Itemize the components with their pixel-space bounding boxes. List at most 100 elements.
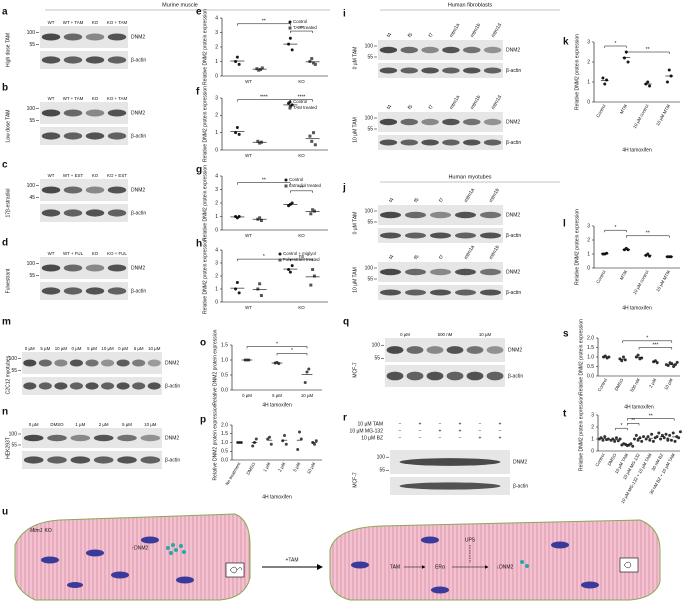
blot-strip (378, 40, 503, 60)
band-label: β-actin (131, 57, 146, 63)
lane-label: KO (92, 173, 99, 178)
blot-band (421, 139, 439, 146)
cell-label: HEK293T (5, 437, 11, 459)
data-point (256, 139, 260, 143)
band-label: DNM2 (165, 435, 179, 441)
data-point (305, 370, 309, 374)
x-tick-label: 10 µM control (632, 104, 650, 130)
mw-label: 100 (9, 431, 18, 437)
blot-band (63, 264, 83, 272)
y-tick-label: 2 (215, 44, 218, 50)
blot-band (483, 67, 502, 74)
data-point (269, 442, 273, 446)
blot-band (140, 456, 161, 464)
blot-band (421, 118, 439, 126)
lane-label: 5 µM (87, 346, 97, 351)
significance-label: * (615, 41, 617, 47)
data-point (614, 436, 618, 440)
condition-label: Fulvestrant (5, 268, 11, 293)
blot-band (430, 289, 451, 296)
mw-label: 55 (29, 118, 35, 124)
y-tick-label: 1.5 (221, 342, 228, 348)
blot-band (85, 186, 105, 194)
dnm2-label: ↑DNM2 (132, 545, 149, 551)
data-point (642, 435, 645, 439)
y-tick-label: 3 (587, 39, 590, 45)
blot-band (69, 382, 83, 390)
blot-band (446, 371, 464, 381)
y-tick-label: 2.0 (221, 422, 228, 428)
significance-bracket (246, 346, 308, 349)
x-tick-label: 10 µM MTM (655, 269, 671, 292)
y-tick-label: 0.5 (221, 449, 228, 455)
blot-band (116, 382, 130, 390)
y-tick-label: 1 (215, 59, 218, 65)
y-axis-label: Relative DNM2 protein expression (578, 395, 584, 471)
data-point (260, 66, 264, 70)
y-tick-label: 1 (591, 436, 594, 442)
y-tick-label: 3 (215, 95, 218, 101)
sign: − (399, 428, 402, 434)
data-point (655, 435, 659, 439)
sign: − (439, 421, 442, 427)
significance-bracket (237, 182, 291, 185)
significance-label: * (276, 341, 278, 347)
significance-bracket (622, 340, 673, 343)
x-tick-label: 1 µM (262, 461, 271, 472)
data-point (669, 438, 673, 442)
significance-bracket (626, 51, 670, 54)
data-point (234, 131, 238, 135)
blot-band (147, 359, 161, 367)
lane-label: KO + TAM (107, 20, 128, 25)
x-tick-label: 5 µM (292, 461, 301, 472)
sign: − (399, 421, 402, 427)
blot-band (85, 132, 105, 140)
y-tick-label: 2 (215, 273, 218, 279)
x-tick-label: DMSO (614, 377, 625, 391)
x-tick-label: MTM (619, 269, 628, 280)
blot-band (442, 46, 460, 54)
header: Human myotubes (448, 174, 491, 180)
significance-bracket (604, 229, 627, 233)
data-point (618, 437, 622, 441)
lane-label: 10 µM (479, 332, 492, 337)
data-point (668, 433, 672, 437)
header: Human fibroblasts (448, 2, 493, 8)
y-tick-label: 1.0 (221, 357, 228, 363)
x-tick-label: WT (245, 153, 252, 158)
band-label: β-actin (506, 233, 521, 239)
significance-bracket (626, 235, 670, 238)
data-point (255, 67, 259, 71)
sign: − (419, 435, 422, 441)
blot-band (379, 46, 398, 54)
lane-label: 5 µM (40, 346, 50, 351)
blot-band (41, 132, 61, 140)
panel-label: u (2, 507, 8, 518)
blot-strip (40, 257, 128, 279)
blot-band (140, 434, 161, 442)
blot-strip (385, 365, 505, 387)
y-tick-label: 0.5 (221, 372, 228, 378)
data-point (648, 438, 652, 442)
data-point (662, 436, 666, 440)
mw-label: 55 (367, 219, 373, 225)
x-axis-label: 4H tamoxifen (262, 402, 292, 408)
data-point (251, 444, 255, 448)
data-point (605, 251, 609, 255)
blot-band (379, 67, 398, 74)
nuclei (351, 536, 599, 594)
panel-label: k (563, 37, 569, 48)
legend-label: TAM treated (293, 25, 317, 30)
lane-label: f5 (413, 254, 420, 261)
lane-label: 0 µM (25, 346, 35, 351)
blot-band (54, 382, 68, 390)
row-label: 10 µM BZ (361, 435, 383, 441)
data-point (258, 141, 262, 145)
data-point (665, 80, 669, 84)
mw-label: 55 (374, 356, 380, 362)
y-axis-label: Relative DNM2 protein expression (202, 9, 208, 85)
blot-band (107, 56, 127, 64)
data-point (254, 437, 258, 441)
y-axis-label: Relative DNM2 protein expression (202, 165, 208, 241)
lane-label: f7 (438, 197, 445, 204)
